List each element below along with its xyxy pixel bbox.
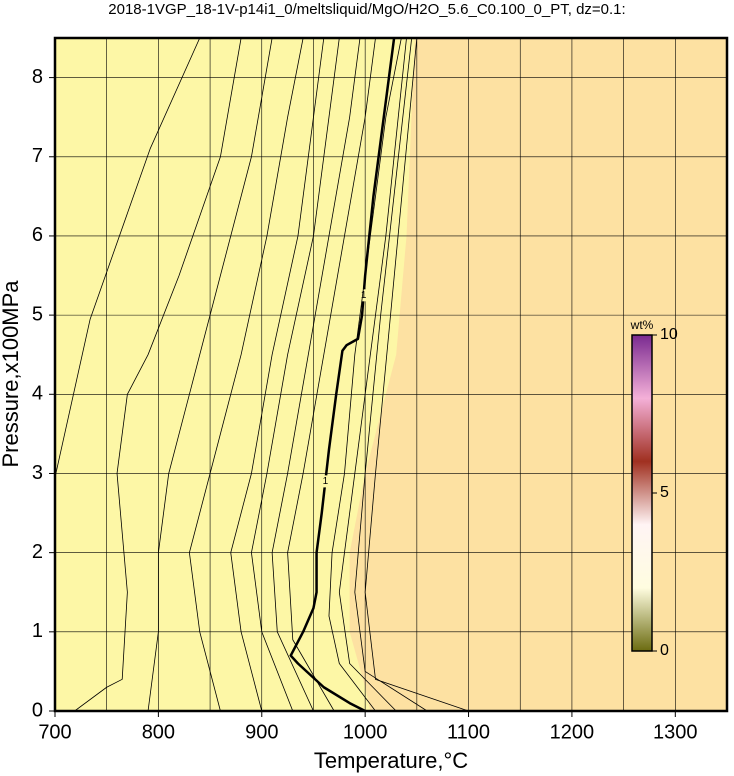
contour-label: 1: [361, 290, 367, 301]
x-axis-label: Temperature,°C: [314, 748, 468, 773]
colorbar-tick-label: 0: [660, 642, 669, 659]
frame: [53, 36, 729, 713]
plot-area: 11: [55, 38, 727, 711]
y-axis-label: Pressure,x100MPa: [0, 280, 23, 468]
contour-label-bg: [359, 289, 368, 302]
contour-line: [147, 38, 273, 711]
y-tick-label: 5: [32, 303, 43, 325]
x-tick-label: 900: [245, 721, 278, 743]
contour-line: [287, 38, 376, 711]
y-tick-label: 1: [32, 620, 43, 642]
colorbar-label: wt%: [630, 318, 654, 332]
y-tick-label: 7: [32, 145, 43, 167]
chart-title: 2018-1VGP_18-1V-p14i1_0/meltsliquid/MgO/…: [108, 1, 625, 18]
x-tick-label: 700: [38, 721, 71, 743]
contour-line: [55, 38, 201, 478]
contour-line: [74, 38, 242, 711]
colorbar-tick-label: 10: [660, 326, 678, 343]
contour-line: [271, 38, 361, 711]
y-tick-label: 6: [32, 224, 43, 246]
x-tick-label: 1300: [653, 721, 698, 743]
contour-line: [230, 38, 325, 711]
axes: 700 800 900 1000 1100 1200 1300012345678wt%051…: [32, 36, 729, 743]
y-tick-label: 8: [32, 66, 43, 88]
x-tick-label: 1100: [447, 721, 490, 743]
y-tick-label: 0: [32, 699, 43, 721]
contour-line: [364, 38, 469, 711]
contour-line: [328, 38, 402, 711]
colorbar: [631, 334, 653, 652]
contour-label: 1: [323, 476, 329, 487]
y-tick-label: 3: [32, 462, 43, 484]
contour-line: [189, 38, 304, 711]
y-tick-label: 2: [32, 541, 43, 563]
y-tick-label: 4: [32, 383, 43, 405]
x-tick-label: 1200: [550, 721, 595, 743]
x-tick-label: 1000: [343, 721, 388, 743]
contour-line: [251, 38, 340, 711]
contour-line: [338, 38, 407, 711]
colorbar-tick-label: 5: [660, 484, 669, 501]
contour-label-bg: [321, 475, 330, 488]
x-tick-label: 800: [142, 721, 175, 743]
